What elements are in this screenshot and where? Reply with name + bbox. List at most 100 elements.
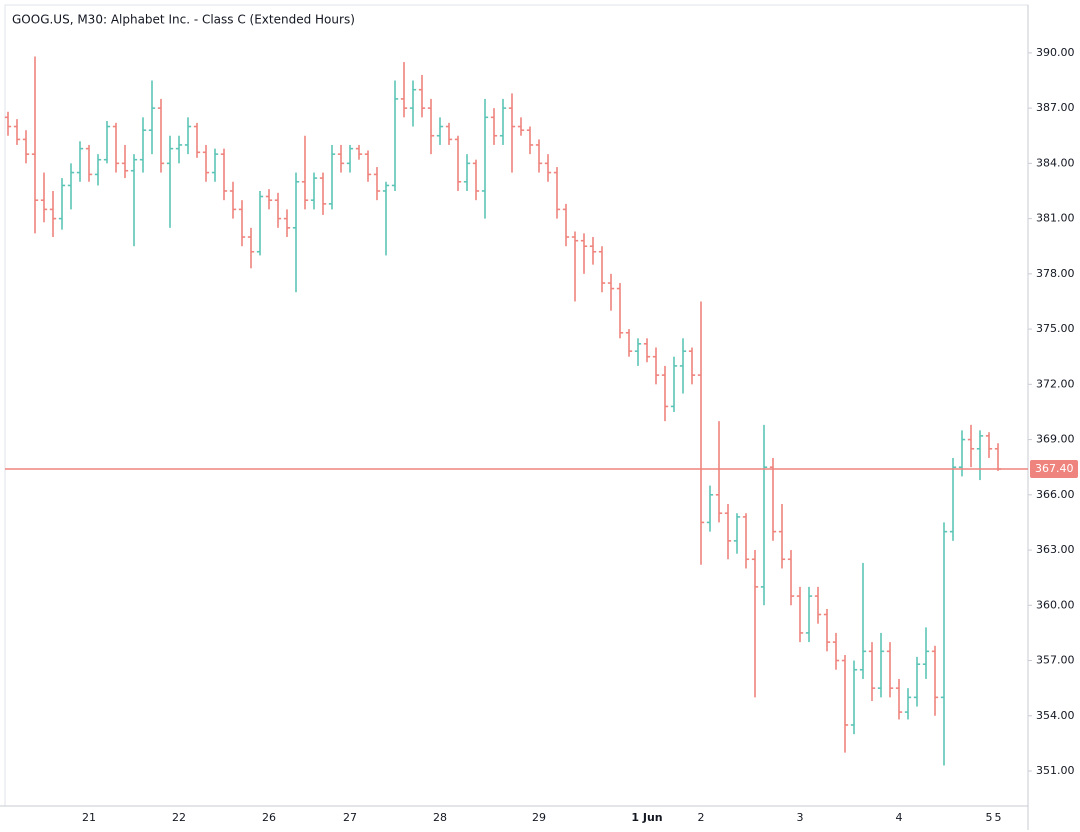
ohlc-bar <box>526 126 534 155</box>
ohlc-bar <box>661 365 669 422</box>
y-tick-label: 390.00 <box>1036 46 1075 59</box>
ohlc-bar <box>805 586 813 643</box>
ohlc-bar <box>184 117 192 155</box>
y-tick-label: 381.00 <box>1036 212 1075 225</box>
ohlc-bar <box>670 356 678 412</box>
ohlc-bar <box>607 273 615 311</box>
ohlc-bar <box>463 154 471 191</box>
ohlc-bar <box>364 150 372 182</box>
ohlc-bar <box>130 154 138 247</box>
y-tick-label: 378.00 <box>1036 267 1075 280</box>
ohlc-bar <box>67 163 75 210</box>
ohlc-bar <box>751 550 759 698</box>
ohlc-bar <box>544 154 552 182</box>
ohlc-bar <box>445 122 453 145</box>
x-tick-label: 1 Jun <box>631 811 662 824</box>
ohlc-bar <box>355 144 363 160</box>
ohlc-bar <box>292 172 300 293</box>
ohlc-bar <box>652 347 660 385</box>
ohlc-bar <box>274 192 282 228</box>
ohlc-bar <box>733 513 741 554</box>
ohlc-bar <box>139 117 147 173</box>
x-tick-label: 28 <box>433 811 447 824</box>
y-tick-label: 375.00 <box>1036 322 1075 335</box>
ohlc-bar <box>220 148 228 201</box>
ohlc-bar <box>742 513 750 569</box>
last-price-badge <box>1030 460 1078 479</box>
ohlc-bar <box>13 119 21 145</box>
ohlc-bar <box>688 347 696 385</box>
x-tick-label: 27 <box>343 811 357 824</box>
ohlc-bar <box>409 80 417 127</box>
y-tick-label: 354.00 <box>1036 709 1075 722</box>
ohlc-bar <box>157 98 165 173</box>
ohlc-bar <box>22 130 30 164</box>
ohlc-bar <box>760 424 768 606</box>
ohlc-bar <box>976 430 984 481</box>
ohlc-bar <box>679 338 687 394</box>
ohlc-bar <box>472 159 480 201</box>
ohlc-bar <box>769 457 777 541</box>
ohlc-bar <box>868 642 876 702</box>
chart-title: GOOG.US, M30: Alphabet Inc. - Class C (E… <box>12 13 355 27</box>
ohlc-bar <box>202 144 210 182</box>
ohlc-bar <box>697 301 705 565</box>
ohlc-bar <box>589 237 597 265</box>
ohlc-bar <box>832 632 840 670</box>
ohlc-bar <box>337 144 345 173</box>
y-tick-label: 384.00 <box>1036 156 1075 169</box>
ohlc-bar <box>373 167 381 201</box>
ohlc-bar <box>283 209 291 238</box>
ohlc-bar <box>238 200 246 247</box>
ohlc-bar <box>211 148 219 182</box>
ohlc-bar <box>94 154 102 186</box>
ohlc-bar <box>346 144 354 173</box>
ohlc-bar <box>796 586 804 643</box>
y-tick-label: 372.00 <box>1036 377 1075 390</box>
x-tick-label: 5 <box>995 811 1002 824</box>
ohlc-bar <box>121 144 129 179</box>
ohlc-bar <box>625 329 633 357</box>
ohlc-bar <box>175 135 183 164</box>
ohlc-bar <box>103 121 111 164</box>
ohlc-bar <box>400 62 408 118</box>
ohlc-bar <box>724 504 732 560</box>
ohlc-bar <box>382 181 390 256</box>
x-tick-label: 21 <box>82 811 96 824</box>
ohlc-bar <box>553 167 561 219</box>
ohlc-bar <box>418 74 426 118</box>
ohlc-bar <box>706 485 714 532</box>
ohlc-bar <box>940 522 948 766</box>
ohlc-bar <box>427 98 435 155</box>
ohlc-bar <box>823 608 831 652</box>
ohlc-bar <box>112 122 120 173</box>
ohlc-bar <box>634 338 642 366</box>
ohlc-bar <box>301 135 309 210</box>
y-tick-label: 351.00 <box>1036 764 1075 777</box>
ohlc-bar <box>508 93 516 173</box>
x-tick-label: 29 <box>532 811 546 824</box>
ohlc-bar <box>895 678 903 720</box>
ohlc-bar <box>931 645 939 716</box>
ohlc-bar <box>985 432 993 458</box>
ohlc-bar <box>949 457 957 541</box>
ohlc-bar <box>571 231 579 302</box>
ohlc-bar <box>490 108 498 145</box>
ohlc-bar <box>229 181 237 219</box>
plot-frame <box>4 4 1029 807</box>
y-tick-label: 363.00 <box>1036 543 1075 556</box>
ohlc-bar <box>643 338 651 363</box>
x-tick-label: 4 <box>896 811 903 824</box>
ohlc-bar <box>4 111 12 136</box>
ohlc-bar <box>481 98 489 219</box>
x-tick-label: 26 <box>262 811 276 824</box>
ohlc-bar <box>256 190 264 256</box>
ohlc-bar <box>562 203 570 247</box>
ohlc-bar <box>787 550 795 606</box>
y-tick-label: 387.00 <box>1036 101 1075 114</box>
ohlc-bar <box>193 122 201 158</box>
ohlc-bar <box>877 632 885 698</box>
ohlc-bar <box>328 144 336 210</box>
ohlc-bar <box>580 233 588 274</box>
